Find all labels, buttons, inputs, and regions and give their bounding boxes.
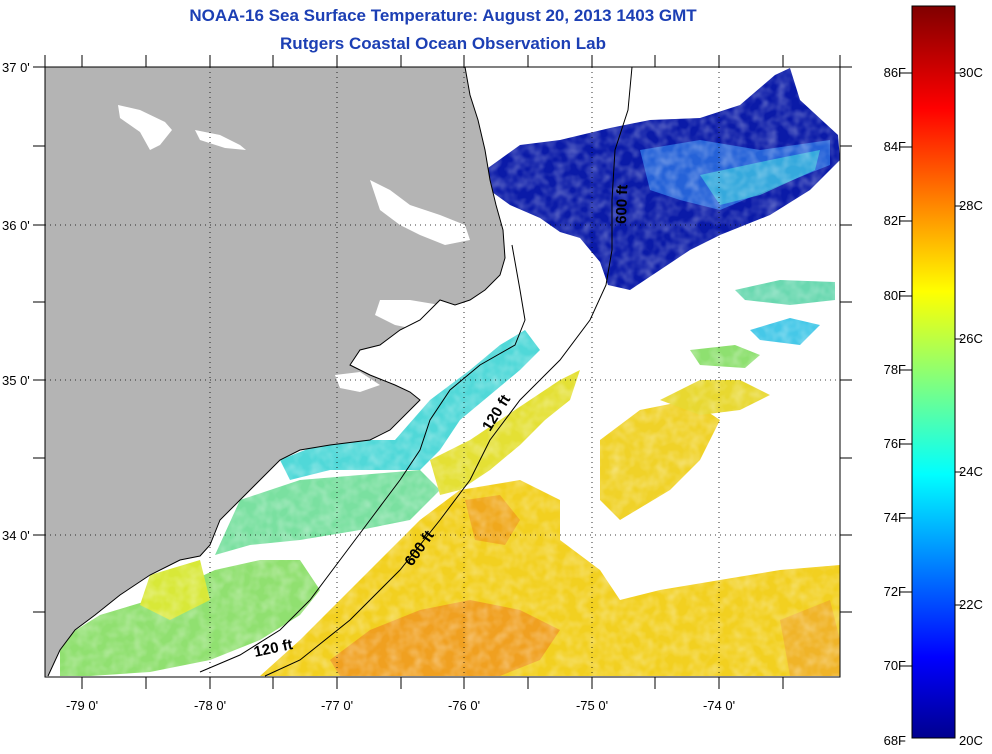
colorbar-c-label: 26C [959, 331, 983, 346]
graticule [45, 67, 840, 677]
colorbar-frame [911, 5, 956, 739]
colorbar-c-label: 24C [959, 464, 983, 479]
colorbar-f-labels: 86F 84F 82F 80F 78F 76F 74F 72F 70F 68F [884, 65, 906, 748]
colorbar-f-label: 70F [884, 658, 906, 673]
lon-tick-label: -75 0' [576, 698, 608, 713]
lon-tick-labels: -79 0' -78 0' -77 0' -76 0' -75 0' -74 0… [66, 698, 735, 713]
map-frame [44, 66, 841, 678]
lat-tick-labels: 37 0' 36 0' 35 0' 34 0' [2, 60, 30, 543]
axis-ticks [33, 55, 852, 689]
colorbar-gradient [912, 6, 955, 738]
colorbar-c-label: 28C [959, 198, 983, 213]
lat-tick-label: 34 0' [2, 528, 30, 543]
lat-tick-label: 37 0' [2, 60, 30, 75]
lat-tick-label: 35 0' [2, 373, 30, 388]
isobath-label-600ft-north: 600 ft [613, 184, 631, 224]
colorbar-f-label: 86F [884, 65, 906, 80]
colorbar-f-label: 82F [884, 213, 906, 228]
isobath-120ft [199, 244, 526, 673]
lat-tick-label: 36 0' [2, 218, 30, 233]
colorbar-c-label: 22C [959, 597, 983, 612]
inland-water [118, 105, 470, 392]
map-title: NOAA-16 Sea Surface Temperature: August … [189, 6, 697, 25]
land-mass [45, 67, 505, 676]
colorbar-c-ticks [955, 72, 962, 606]
colorbar-c-labels: 30C 28C 26C 24C 22C 20C [959, 65, 983, 748]
colorbar-f-label: 76F [884, 436, 906, 451]
colorbar-f-label: 72F [884, 584, 906, 599]
lon-tick-label: -76 0' [448, 698, 480, 713]
colorbar-f-label: 74F [884, 510, 906, 525]
lon-tick-label: -77 0' [321, 698, 353, 713]
map-subtitle: Rutgers Coastal Ocean Observation Lab [280, 34, 606, 53]
colorbar-f-label: 80F [884, 288, 906, 303]
colorbar-f-label: 84F [884, 139, 906, 154]
colorbar-c-label: 20C [959, 733, 983, 748]
coastline [47, 66, 506, 677]
lon-tick-label: -79 0' [66, 698, 98, 713]
colorbar-f-label: 68F [884, 733, 906, 748]
colorbar-f-label: 78F [884, 362, 906, 377]
colorbar-f-ticks [905, 72, 912, 667]
colorbar-c-label: 30C [959, 65, 983, 80]
lon-tick-label: -78 0' [194, 698, 226, 713]
lon-tick-label: -74 0' [703, 698, 735, 713]
